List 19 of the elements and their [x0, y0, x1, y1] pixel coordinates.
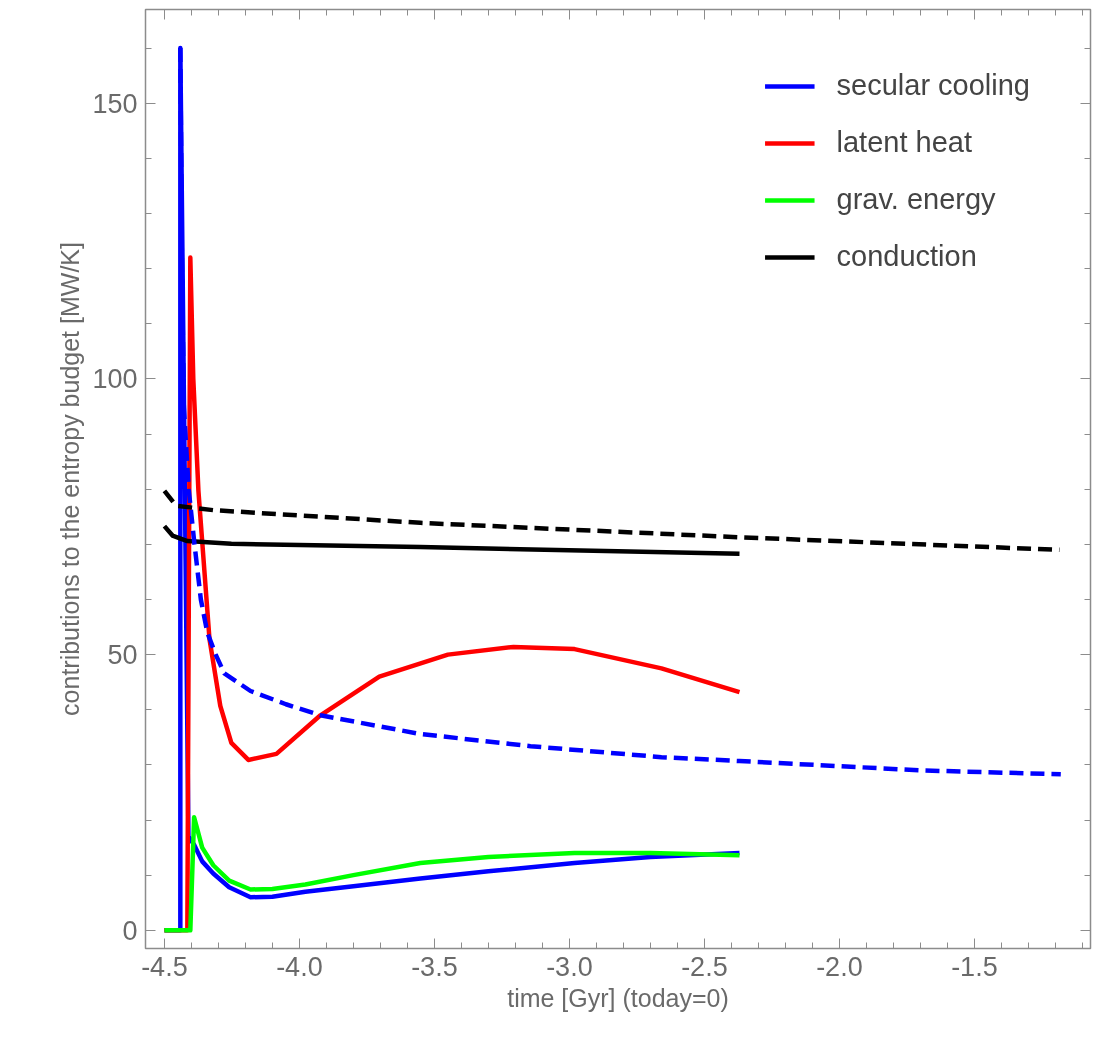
x-tick-label: -4.0	[276, 951, 323, 982]
legend-label: secular cooling	[836, 69, 1030, 102]
x-axis-title: time [Gyr] (today=0)	[507, 983, 729, 1012]
y-tick-label: 100	[92, 364, 138, 395]
x-tick-label: -2.5	[681, 951, 728, 982]
legend-label: conduction	[836, 240, 977, 273]
x-tick-label: -1.5	[951, 951, 998, 982]
x-tick-label: -3.5	[411, 951, 458, 982]
x-tick-label: -4.5	[141, 951, 188, 982]
y-tick-label: 150	[92, 88, 138, 119]
x-tick-label: -3.0	[546, 951, 593, 982]
legend-label: grav. energy	[836, 183, 996, 216]
legend-label: latent heat	[836, 126, 972, 159]
x-tick-label: -2.0	[816, 951, 863, 982]
y-tick-label: 0	[122, 915, 138, 946]
y-tick-label: 50	[107, 640, 138, 671]
line-series	[162, 523, 742, 556]
y-axis-title: contributions to the entropy budget [MW/K]	[56, 242, 85, 716]
line-series	[162, 815, 742, 933]
